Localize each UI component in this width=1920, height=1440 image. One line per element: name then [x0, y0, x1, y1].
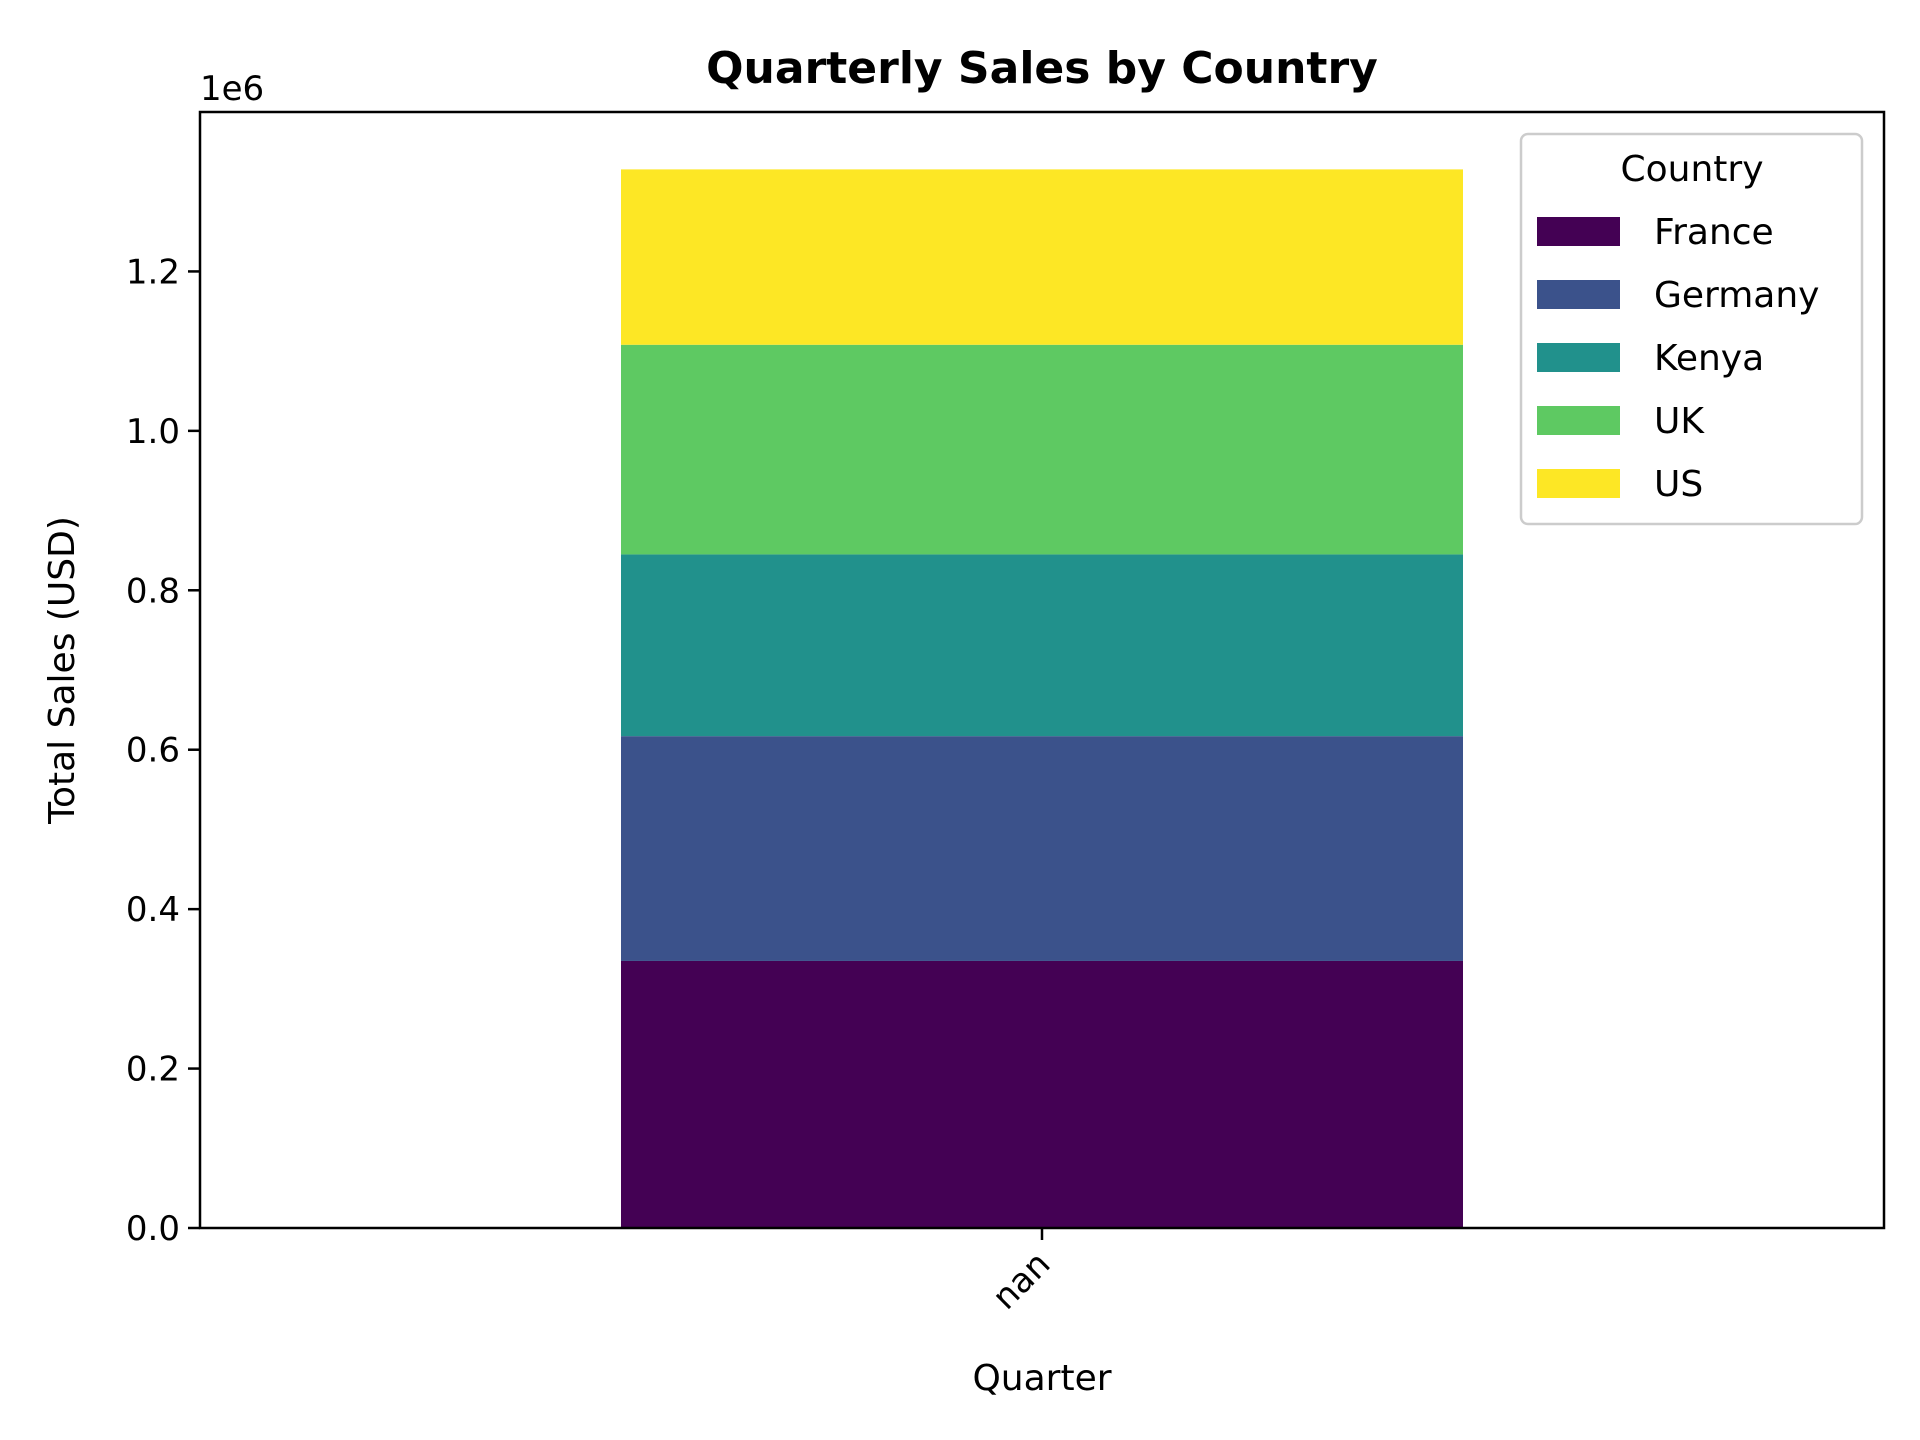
legend: Country France Germany Kenya UK US: [1519, 132, 1864, 526]
legend-label-france: France: [1654, 212, 1774, 253]
legend-swatch-germany: [1537, 280, 1620, 309]
y-axis: 0.0 0.2 0.4 0.6 0.8 1.0 1.2: [126, 252, 200, 1249]
y-axis-label: Total Sales (USD): [42, 516, 83, 825]
bars-group: [621, 169, 1463, 1228]
bar-segment-france: [621, 960, 1463, 1228]
legend-title: Country: [1620, 149, 1763, 190]
y-tick-label: 1.2: [126, 252, 180, 292]
legend-label-kenya: Kenya: [1654, 338, 1764, 379]
legend-swatch-france: [1537, 217, 1620, 246]
legend-swatch-kenya: [1537, 343, 1620, 372]
legend-items: France Germany Kenya UK US: [1537, 212, 1819, 505]
legend-swatch-us: [1537, 469, 1620, 498]
chart-title: Quarterly Sales by Country: [706, 43, 1378, 94]
y-tick-label: 1.0: [126, 412, 180, 452]
y-tick-label: 0.0: [126, 1209, 180, 1249]
legend-label-germany: Germany: [1654, 275, 1819, 316]
plot-frame: [198, 110, 1886, 1230]
y-tick-label: 0.8: [126, 571, 180, 611]
legend-label-uk: UK: [1654, 401, 1705, 442]
y-tick-label: 0.6: [126, 731, 180, 771]
bar-segment-kenya: [621, 554, 1463, 737]
y-tick-label: 0.4: [126, 890, 180, 930]
legend-label-us: US: [1654, 464, 1703, 505]
bar-segment-germany: [621, 736, 1463, 961]
y-tick-label: 0.2: [126, 1050, 180, 1090]
y-axis-offset-label: 1e6: [200, 69, 264, 109]
legend-swatch-uk: [1537, 406, 1620, 435]
bar-segment-uk: [621, 344, 1463, 555]
bar-segment-us: [621, 169, 1463, 345]
x-axis-label: Quarter: [972, 1358, 1111, 1399]
